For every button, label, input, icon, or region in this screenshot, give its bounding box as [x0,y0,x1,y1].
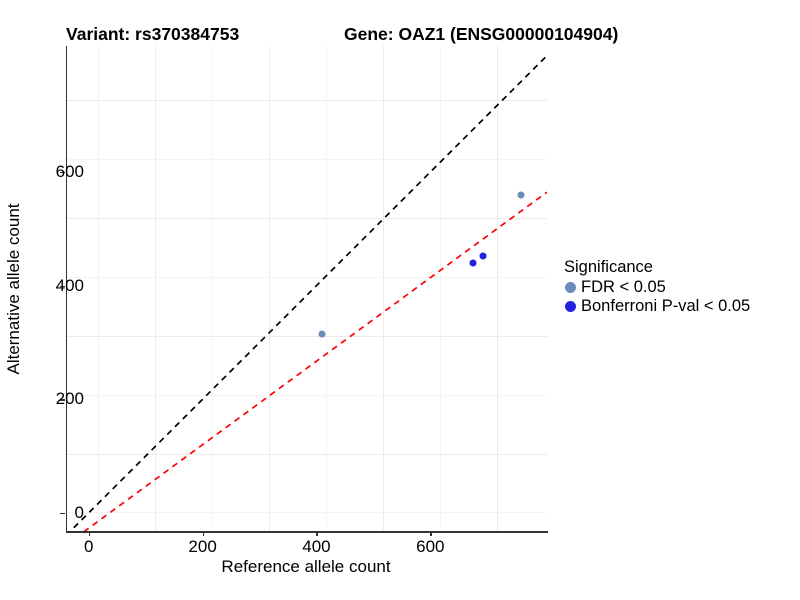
x-tick-200 [202,531,204,536]
gridline-major-x-400 [383,46,384,531]
y-tick-400 [60,285,65,288]
x-axis-label: Reference allele count [221,557,391,576]
x-tick-400 [316,531,318,536]
title-variant: Variant: rs370384753 [66,24,240,44]
gridline-minor-y [66,395,547,396]
gridline-minor-y [66,159,547,160]
y-axis-line [65,46,68,532]
legend-item-fdr[interactable]: FDR < 0.05 [564,278,798,297]
gridline-minor-y [66,512,547,513]
reference-lines-layer [69,55,547,531]
gridline-minor-x [326,46,327,531]
y-tick-label-0: 0 [74,502,84,522]
data-point[interactable] [318,330,326,338]
y-tick-label-400: 400 [55,275,84,295]
gridline-major-y-200 [66,336,547,337]
data-point[interactable] [469,259,477,267]
gridline-minor-x [440,46,441,531]
x-tick-label-400: 400 [302,537,331,556]
gridline-major-x-600 [497,46,498,531]
gridline-major-y-0 [66,454,547,455]
x-tick-600 [430,531,432,536]
x-tick-label-600: 600 [416,537,445,556]
legend-item-label: Bonferroni P-val < 0.05 [581,297,751,315]
y-tick-0 [60,512,65,515]
legend: Significance FDR < 0.05 Bonferroni P-val… [564,258,798,316]
gridline-minor-y [66,277,547,278]
x-tick-label-200: 200 [188,537,217,556]
y-tick-label-200: 200 [55,389,84,409]
gridline-minor-x [98,46,99,531]
y-axis-label: Alternative allele count [4,203,23,375]
gridline-major-x-200 [269,46,270,531]
gridline-major-x-0 [155,46,156,531]
identity-line [69,55,547,531]
legend-key-dot-icon [565,282,576,293]
title-gene: Gene: OAZ1 (ENSG00000104904) [344,24,619,44]
y-tick-label-600: 600 [55,162,84,182]
gridline-minor-x [212,46,213,531]
legend-item-label: FDR < 0.05 [581,278,666,296]
legend-item-bonferroni[interactable]: Bonferroni P-val < 0.05 [564,297,798,316]
legend-title: Significance [564,258,653,276]
x-tick-0 [88,531,91,536]
y-tick-200 [60,399,65,401]
legend-key-dot-icon [565,301,576,312]
y-tick-600 [60,172,65,174]
data-point[interactable] [479,252,487,260]
gridline-major-y-400 [66,218,547,219]
gridline-major-y-600 [66,100,547,101]
fitted-line [83,191,547,531]
plot-panel [66,46,547,531]
x-axis-line [66,531,548,533]
x-tick-label-0: 0 [84,537,94,556]
data-point[interactable] [517,191,525,199]
